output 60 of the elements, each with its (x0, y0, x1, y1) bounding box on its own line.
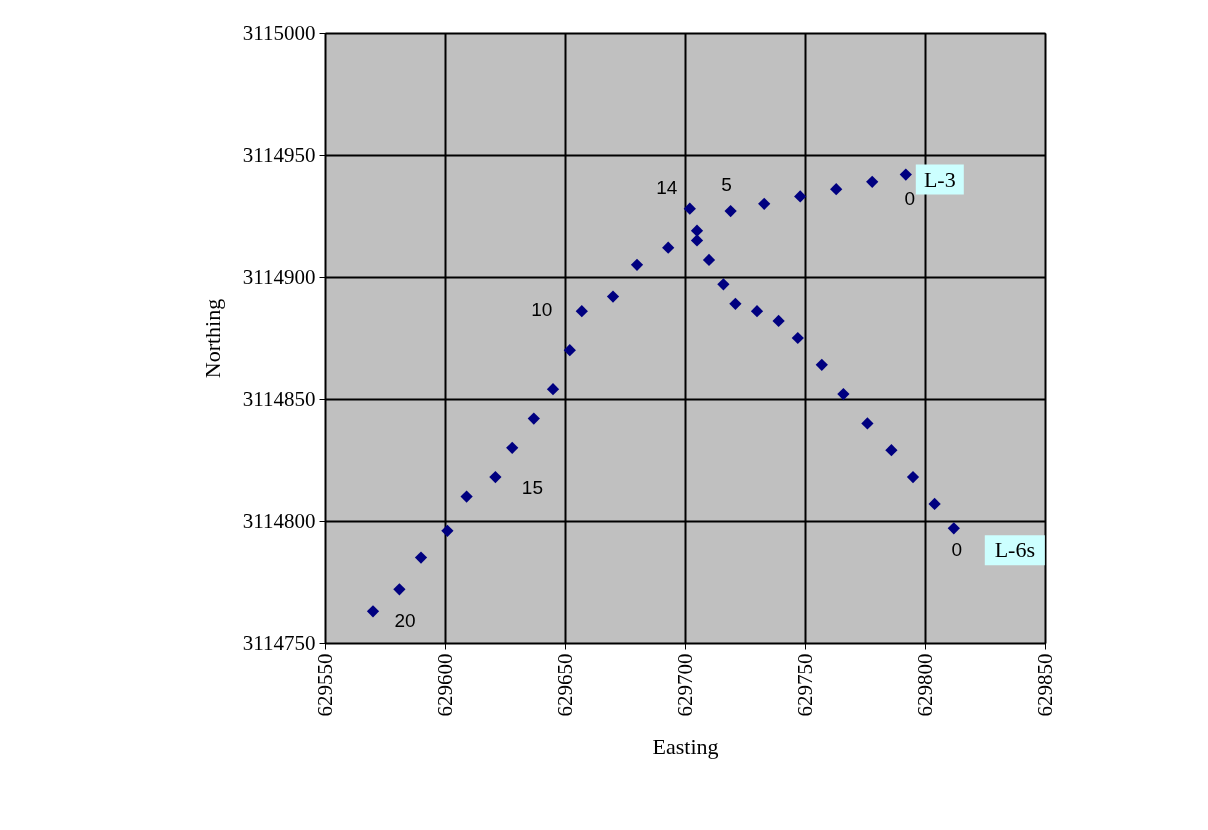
point (791, 331, 804, 345)
point (702, 253, 716, 267)
series-label: L-3 (923, 166, 956, 192)
point (414, 551, 428, 564)
y-tick-label: 3114950 (242, 142, 316, 167)
y-tick-label: 3114850 (242, 386, 316, 411)
point (928, 497, 941, 511)
point (906, 470, 920, 484)
point (758, 197, 771, 210)
point (717, 278, 730, 291)
point (546, 383, 560, 396)
point (899, 168, 912, 181)
point (563, 344, 576, 357)
y-tick-label: 3114750 (242, 630, 316, 655)
point (772, 314, 785, 328)
x-tick-label: 629600 (432, 653, 457, 717)
point (690, 234, 704, 247)
annotation: 20 (394, 610, 416, 632)
point (683, 202, 696, 215)
y-tick-label: 3114800 (242, 508, 316, 533)
point (837, 388, 850, 401)
x-tick-label: 629550 (312, 653, 337, 717)
point (366, 605, 380, 618)
annotation: 5 (721, 174, 732, 196)
point (527, 412, 540, 425)
point (861, 417, 874, 430)
point (885, 444, 898, 457)
point (606, 290, 620, 303)
point (489, 470, 502, 484)
point (441, 524, 454, 537)
point (729, 297, 742, 310)
x-tick-label: 629800 (912, 653, 937, 717)
y-tick-label: 3114900 (242, 264, 316, 289)
point (866, 175, 879, 188)
point (690, 224, 704, 237)
annotation: 10 (531, 299, 553, 321)
y-axis-title: Northing (199, 298, 225, 379)
series-label: L-6s (994, 537, 1035, 563)
y-tick-label: 3115000 (242, 20, 316, 45)
point (662, 241, 675, 254)
point (794, 190, 807, 203)
x-tick-label: 629700 (672, 653, 697, 717)
x-tick-label: 629750 (792, 653, 817, 717)
annotation: 14 (656, 176, 678, 198)
annotation: 15 (521, 477, 543, 499)
point (630, 258, 644, 271)
point (830, 183, 843, 196)
point (750, 305, 764, 318)
x-axis-title: Easting (652, 733, 719, 759)
annotation: 0 (951, 539, 963, 561)
point (393, 583, 406, 596)
point (815, 358, 828, 371)
point (460, 490, 473, 503)
x-tick-label: 629650 (552, 653, 577, 717)
annotation: 0 (904, 187, 916, 209)
point (724, 205, 737, 218)
point (506, 441, 519, 454)
x-tick-label: 629850 (1032, 653, 1057, 717)
point (575, 305, 588, 318)
point (947, 522, 960, 535)
